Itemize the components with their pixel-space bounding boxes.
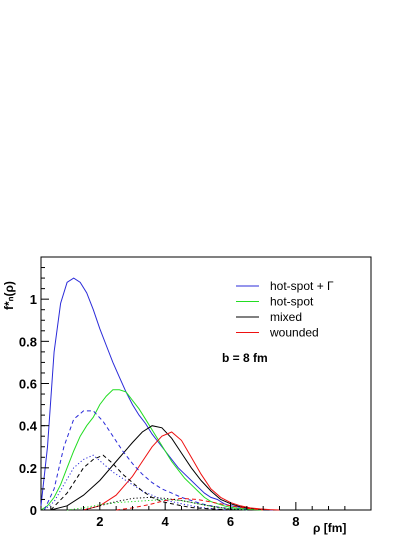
y-axis-title: f*ₙ(ρ) (2, 281, 16, 310)
series-line-wounded (83, 431, 280, 511)
x-tick-label: 2 (96, 514, 103, 529)
axes-layer: 2 4 6 8 0 0.2 0.4 0.6 0.8 1 (19, 267, 346, 529)
annotation-label: b = 8 fm (222, 351, 268, 365)
series-layer (40, 277, 280, 511)
legend-label: hot-spot (270, 295, 314, 309)
series-line-dashed-6 (50, 454, 244, 511)
series-line-dotted-9 (83, 496, 247, 511)
y-tick-label: 0.2 (19, 461, 37, 476)
x-tick-label: 4 (162, 514, 170, 529)
plot-area (40, 256, 372, 511)
series-line-hot-spot (40, 389, 264, 511)
y-tick-label: 0.4 (19, 419, 38, 434)
y-tick-label: 1 (30, 292, 37, 307)
legend-label: mixed (270, 310, 302, 324)
x-axis-title: ρ [fm] (313, 521, 346, 535)
legend-label: wounded (269, 326, 319, 340)
x-tick-label: 8 (292, 514, 299, 529)
y-tick-label: 0 (30, 503, 37, 518)
y-tick-label: 0.8 (19, 334, 37, 349)
x-tick-label: 6 (227, 514, 234, 529)
plot-frame-border (40, 256, 372, 511)
series-line-hot-spot- (40, 277, 274, 511)
series-line-mixed (50, 425, 270, 511)
legend-label: hot-spot + Γ (270, 279, 334, 293)
series-line-dashed-8 (116, 497, 264, 511)
y-tick-label: 0.6 (19, 377, 37, 392)
